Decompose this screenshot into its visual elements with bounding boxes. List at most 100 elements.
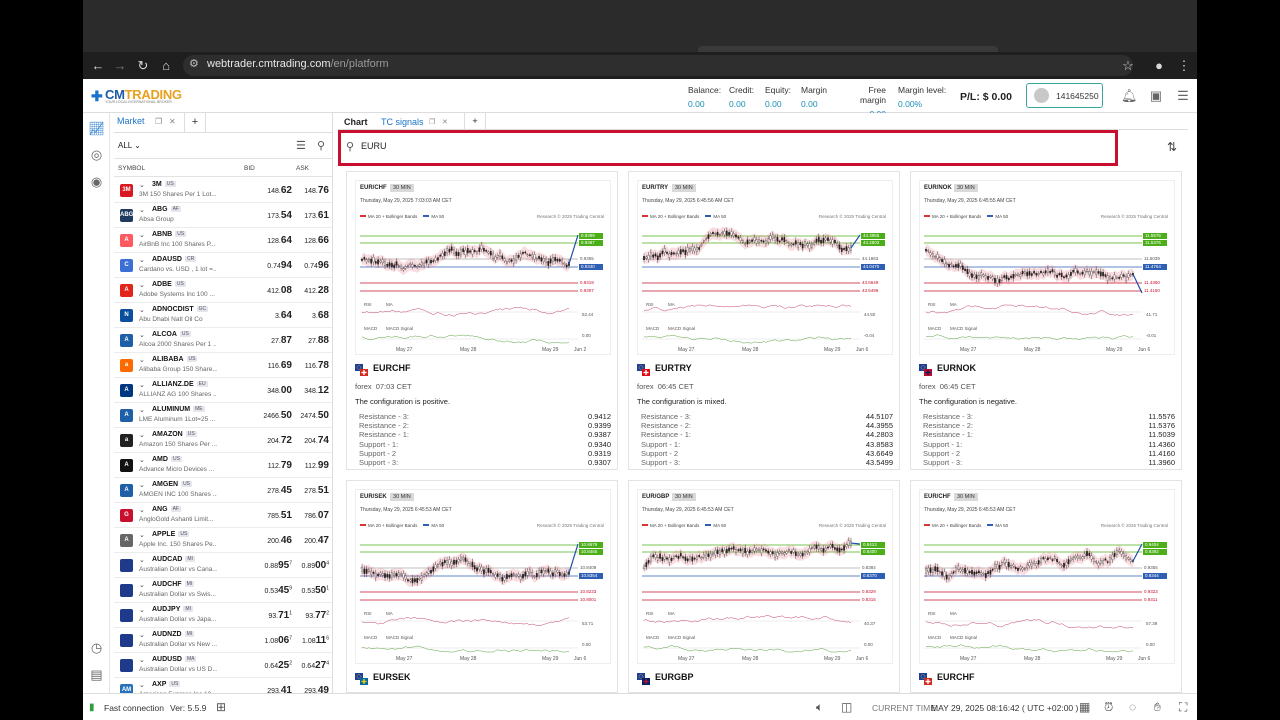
ask-price[interactable]: 293.49 (304, 685, 329, 693)
filter-select[interactable]: ALL ⌄ (118, 141, 141, 150)
calendar-icon[interactable]: ▦ (1079, 700, 1091, 714)
ask-price[interactable]: 116.78 (304, 360, 329, 371)
market-row[interactable]: ABG ⌄ ABG AF Absa Group 173.54 173.61 (114, 203, 332, 228)
market-row[interactable]: ⌄ AUDJPY MI Australian Dollar vs Japa... 93.… (114, 603, 332, 628)
hand-icon[interactable]: ✋︎ (1154, 700, 1161, 714)
clock-nav-icon[interactable]: ◷ (90, 640, 103, 655)
ask-price[interactable]: 2474.50 (300, 410, 329, 421)
bid-price[interactable]: 93.711 (268, 610, 292, 621)
add-tab-button[interactable]: + (464, 113, 486, 130)
signal-chart[interactable]: EUR/GBP 30 MIN Thursday, May 29, 2025 6:45… (637, 489, 893, 664)
signal-search-box[interactable]: ⚲ (338, 130, 1118, 166)
bookmark-star-icon[interactable]: ☆ (1122, 58, 1134, 73)
bid-price[interactable]: 204.72 (267, 435, 292, 446)
chevron-down-icon[interactable]: ⌄ (139, 182, 145, 189)
search-icon[interactable]: ⚲ (317, 140, 326, 152)
signal-card[interactable]: EUR/TRY 30 MIN Thursday, May 29, 2025 6:45… (628, 171, 900, 470)
market-row[interactable]: ⌄ AUDCHF MI Australian Dollar vs Swis... 0.5… (114, 578, 332, 603)
signal-card[interactable]: EUR/NOK 30 MIN Thursday, May 29, 2025 6:45… (910, 171, 1182, 470)
tab-tc-signals[interactable]: TC signals (381, 117, 424, 127)
chevron-down-icon[interactable]: ⌄ (139, 257, 145, 264)
panel-toggle-icon[interactable]: ◫ (841, 700, 853, 714)
chevron-down-icon[interactable]: ⌄ (139, 232, 145, 239)
market-row[interactable]: C ⌄ ADAUSD CR Cardano vs. USD , 1 lot =... 0.… (114, 253, 332, 278)
alarm-icon[interactable]: ⏰︎ (1104, 700, 1114, 714)
market-row[interactable]: a ⌄ ALIBABA US Alibaba Group 150 Share... 116… (114, 353, 332, 378)
chevron-down-icon[interactable]: ⌄ (139, 632, 145, 639)
signal-chart[interactable]: EUR/NOK 30 MIN Thursday, May 29, 2025 6:45… (919, 180, 1175, 355)
bid-price[interactable]: 112.79 (267, 460, 292, 471)
ask-price[interactable]: 112.99 (304, 460, 329, 471)
bid-price[interactable]: 412.08 (267, 285, 292, 296)
bell-icon[interactable]: 🔔︎ (1121, 88, 1138, 103)
idea-icon[interactable]: ◌ (1129, 700, 1137, 714)
market-row[interactable]: A ⌄ ALLIANZ.DE EU ALLIANZ AG 100 Shares ... 3… (114, 378, 332, 403)
bid-price[interactable]: 278.45 (267, 485, 292, 496)
calculator-nav-icon[interactable]: ▤ (90, 667, 103, 682)
ask-price[interactable]: 348.12 (304, 385, 329, 396)
signal-card[interactable]: EUR/SEK 30 MIN Thursday, May 29, 2025 6:45… (346, 480, 618, 693)
bid-price[interactable]: 200.46 (267, 535, 292, 546)
ask-price[interactable]: 128.66 (304, 235, 329, 246)
signal-search-input[interactable] (361, 141, 661, 151)
chevron-down-icon[interactable]: ⌄ (139, 557, 145, 564)
market-row[interactable]: 3M ⌄ 3M US 3M 150 Shares Per 1 Lot... 148.62 1… (114, 178, 332, 203)
globe-nav-icon[interactable]: ◎ (90, 147, 103, 162)
market-row[interactable]: A ⌄ APPLE US Apple Inc. 150 Shares Pe... 200.… (114, 528, 332, 553)
chevron-down-icon[interactable]: ⌄ (139, 432, 145, 439)
close-icon[interactable]: ✕ (442, 119, 448, 126)
ask-price[interactable]: 200.47 (304, 535, 329, 546)
chevron-down-icon[interactable]: ⌄ (139, 682, 145, 689)
signals-nav-icon[interactable]: ◉ (90, 174, 103, 189)
chevron-down-icon[interactable]: ⌄ (139, 357, 145, 364)
ask-price[interactable]: 0.89004 (301, 560, 329, 571)
chevron-down-icon[interactable]: ⌄ (139, 307, 145, 314)
chevron-down-icon[interactable]: ⌄ (139, 282, 145, 289)
chevron-down-icon[interactable]: ⌄ (139, 207, 145, 214)
ask-price[interactable]: 1.08116 (302, 635, 329, 646)
forward-icon[interactable]: → (113, 58, 127, 73)
add-tab-button[interactable]: + (184, 113, 206, 133)
bid-price[interactable]: 785.51 (267, 510, 292, 521)
chevron-down-icon[interactable]: ⌄ (139, 582, 145, 589)
ask-price[interactable]: 412.28 (304, 285, 329, 296)
market-row[interactable]: A ⌄ AMGEN US AMGEN INC 100 Shares ... 278.45 2… (114, 478, 332, 503)
market-row[interactable]: ⌄ AUDNZD MI Australian Dollar vs New ... 1.0… (114, 628, 332, 653)
active-tab[interactable] (698, 46, 998, 52)
ask-price[interactable]: 3.68 (312, 310, 329, 321)
ask-price[interactable]: 204.74 (304, 435, 329, 446)
bid-price[interactable]: 0.88957 (264, 560, 292, 571)
bid-price[interactable]: 27.87 (271, 335, 292, 346)
ask-price[interactable]: 27.88 (308, 335, 329, 346)
site-info-icon[interactable]: ⚙ (189, 58, 199, 70)
signal-chart[interactable]: EUR/SEK 30 MIN Thursday, May 29, 2025 6:45… (355, 489, 611, 664)
bid-price[interactable]: 1.08067 (264, 635, 292, 646)
wallet-icon[interactable]: ▣ (1149, 88, 1163, 103)
market-row[interactable]: A ⌄ ADBE US Adobe Systems Inc 100 ... 412.08 4… (114, 278, 332, 303)
bid-price[interactable]: 148.62 (267, 185, 292, 196)
ask-price[interactable]: 173.61 (304, 210, 329, 221)
bid-price[interactable]: 293.41 (267, 685, 292, 693)
signal-card[interactable]: EUR/GBP 30 MIN Thursday, May 29, 2025 6:45… (628, 480, 900, 693)
chevron-down-icon[interactable]: ⌄ (139, 657, 145, 664)
signal-chart[interactable]: EUR/TRY 30 MIN Thursday, May 29, 2025 6:45… (637, 180, 893, 355)
market-row[interactable]: ⌄ AUDCAD MI Australian Dollar vs Cana... 0.8… (114, 553, 332, 578)
tab-market[interactable]: Market (117, 116, 145, 126)
bid-price[interactable]: 0.53459 (264, 585, 292, 596)
bid-price[interactable]: 0.7494 (267, 260, 292, 271)
bid-price[interactable]: 116.69 (267, 360, 292, 371)
close-icon[interactable]: ✕ (169, 117, 176, 126)
chevron-down-icon[interactable]: ⌄ (139, 382, 145, 389)
bid-price[interactable]: 348.00 (267, 385, 292, 396)
chevron-down-icon[interactable]: ⌄ (139, 507, 145, 514)
back-icon[interactable]: ← (91, 58, 105, 73)
market-row[interactable]: a ⌄ AMAZON US Amazon 150 Shares Per ... 204.7… (114, 428, 332, 453)
chevron-down-icon[interactable]: ⌄ (139, 332, 145, 339)
signal-chart[interactable]: EUR/CHF 30 MIN Thursday, May 29, 2025 7:03… (355, 180, 611, 355)
fullscreen-icon[interactable]: ⛶ (1179, 700, 1188, 714)
hamburger-menu-icon[interactable]: ☰ (1177, 88, 1189, 103)
sound-icon[interactable]: 🔈︎ (816, 700, 824, 714)
layout-icon[interactable]: ⊞ (216, 700, 227, 714)
ask-price[interactable]: 0.53501 (301, 585, 329, 596)
